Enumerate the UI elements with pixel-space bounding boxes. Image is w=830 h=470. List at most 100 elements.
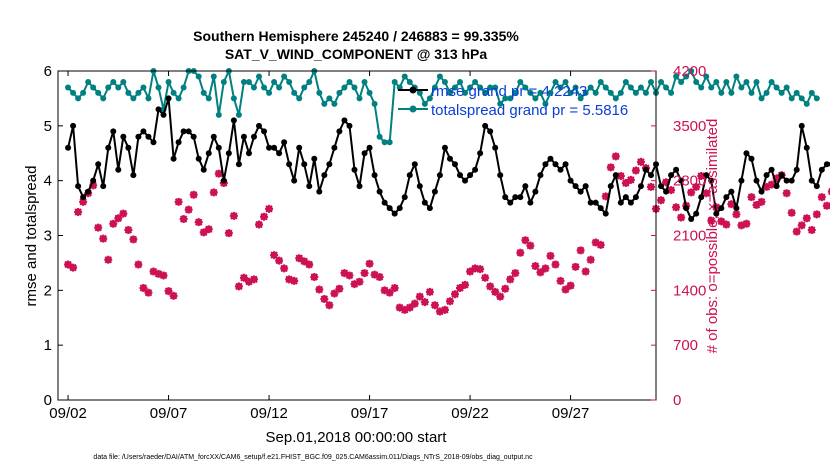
- legend-marker-spread: [409, 105, 417, 113]
- obs-possible-point: [165, 287, 173, 295]
- obs-possible-point: [345, 271, 353, 279]
- obs-assimilated-point: [285, 275, 294, 284]
- obs-assimilated-point: [757, 197, 766, 206]
- obs-assimilated-point: [370, 270, 379, 279]
- series-point-spread: [250, 84, 257, 91]
- series-point-spread: [266, 89, 273, 96]
- obs-possible-point: [431, 301, 439, 309]
- obs-possible-point: [330, 289, 338, 297]
- obs-assimilated-point: [677, 213, 686, 222]
- obs-possible-point: [546, 252, 554, 260]
- series-point-spread: [296, 95, 303, 102]
- obs-assimilated-point: [224, 229, 233, 238]
- obs-assimilated-point: [430, 301, 439, 310]
- obs-assimilated-point: [616, 171, 625, 180]
- obs-possible-point: [170, 292, 178, 300]
- obs-possible-point: [521, 236, 529, 244]
- series-point-spread: [728, 89, 735, 96]
- series-point-rmse: [356, 183, 363, 190]
- series-point-rmse: [276, 150, 283, 157]
- obs-possible-point: [290, 277, 298, 285]
- obs-assimilated-point: [134, 260, 143, 269]
- obs-assimilated-point: [521, 236, 530, 245]
- series-point-spread: [301, 84, 308, 91]
- series-point-spread: [522, 84, 529, 91]
- series-point-spread: [778, 89, 785, 96]
- obs-assimilated-point: [752, 200, 761, 209]
- series-point-spread: [421, 100, 428, 107]
- series-point-spread: [743, 78, 750, 85]
- series-point-rmse: [522, 183, 529, 190]
- obs-assimilated-point: [149, 267, 158, 276]
- series-point-spread: [733, 73, 740, 80]
- obs-possible-point: [295, 254, 303, 262]
- obs-possible-point: [562, 286, 570, 294]
- series-point-spread: [632, 89, 639, 96]
- obs-possible-point: [732, 210, 740, 218]
- series-point-rmse: [316, 188, 323, 195]
- y-tick-label-right: 0: [673, 392, 681, 409]
- obs-possible-point: [235, 282, 243, 290]
- series-point-rmse: [135, 133, 142, 140]
- y-axis-label-right: # of obs: o=possible; ×=assimilated: [704, 119, 721, 354]
- series-point-rmse: [361, 150, 368, 157]
- obs-possible-point: [788, 209, 796, 217]
- series-point-spread: [351, 84, 358, 91]
- series-point-rmse: [477, 150, 484, 157]
- series-point-rmse: [326, 161, 333, 168]
- series-point-rmse: [728, 188, 735, 195]
- series-point-rmse: [698, 194, 705, 201]
- obs-possible-point: [461, 281, 469, 289]
- series-point-spread: [431, 84, 438, 91]
- obs-possible-point: [305, 260, 313, 268]
- obs-assimilated-point: [144, 288, 153, 297]
- series-point-rmse: [125, 144, 132, 151]
- series-point-spread: [773, 84, 780, 91]
- series-point-rmse: [738, 177, 745, 184]
- obs-possible-point: [335, 285, 343, 293]
- y-tick-label-left: 0: [44, 392, 52, 409]
- obs-assimilated-point: [184, 205, 193, 214]
- obs-assimilated-point: [450, 290, 459, 299]
- obs-assimilated-point: [662, 178, 671, 187]
- obs-possible-point: [511, 269, 519, 277]
- series-point-spread: [205, 95, 212, 102]
- series-point-rmse: [115, 166, 122, 173]
- series-point-spread: [557, 84, 564, 91]
- obs-assimilated-point: [169, 291, 178, 300]
- obs-possible-point: [64, 260, 72, 268]
- obs-possible-point: [582, 268, 590, 276]
- series-point-rmse: [637, 183, 644, 190]
- series-point-spread: [587, 84, 594, 91]
- series-point-rmse: [105, 144, 112, 151]
- series-point-rmse: [678, 177, 685, 184]
- obs-possible-point: [687, 188, 695, 196]
- obs-possible-point: [702, 189, 710, 197]
- series-point-spread: [331, 100, 338, 107]
- series-point-rmse: [808, 177, 815, 184]
- y-tick-label-left: 5: [44, 118, 52, 135]
- series-point-rmse: [547, 155, 554, 162]
- series-point-rmse: [411, 161, 418, 168]
- obs-possible-point: [265, 205, 273, 213]
- series-point-rmse: [75, 183, 82, 190]
- series-point-spread: [120, 78, 127, 85]
- obs-assimilated-point: [596, 240, 605, 249]
- obs-possible-point: [275, 257, 283, 265]
- obs-assimilated-point: [571, 262, 580, 271]
- obs-assimilated-point: [717, 217, 726, 226]
- series-point-spread: [276, 84, 283, 91]
- series-point-spread: [341, 84, 348, 91]
- series-point-rmse: [291, 177, 298, 184]
- series-point-rmse: [70, 122, 77, 129]
- series-point-spread: [663, 84, 670, 91]
- series-point-spread: [537, 89, 544, 96]
- series-point-spread: [446, 89, 453, 96]
- obs-assimilated-point: [646, 182, 655, 191]
- obs-assimilated-point: [64, 260, 73, 269]
- series-point-spread: [386, 139, 393, 146]
- obs-assimilated-point: [435, 307, 444, 316]
- series-point-spread: [195, 73, 202, 80]
- obs-possible-point: [200, 228, 208, 236]
- y-tick-label-left: 4: [44, 173, 52, 190]
